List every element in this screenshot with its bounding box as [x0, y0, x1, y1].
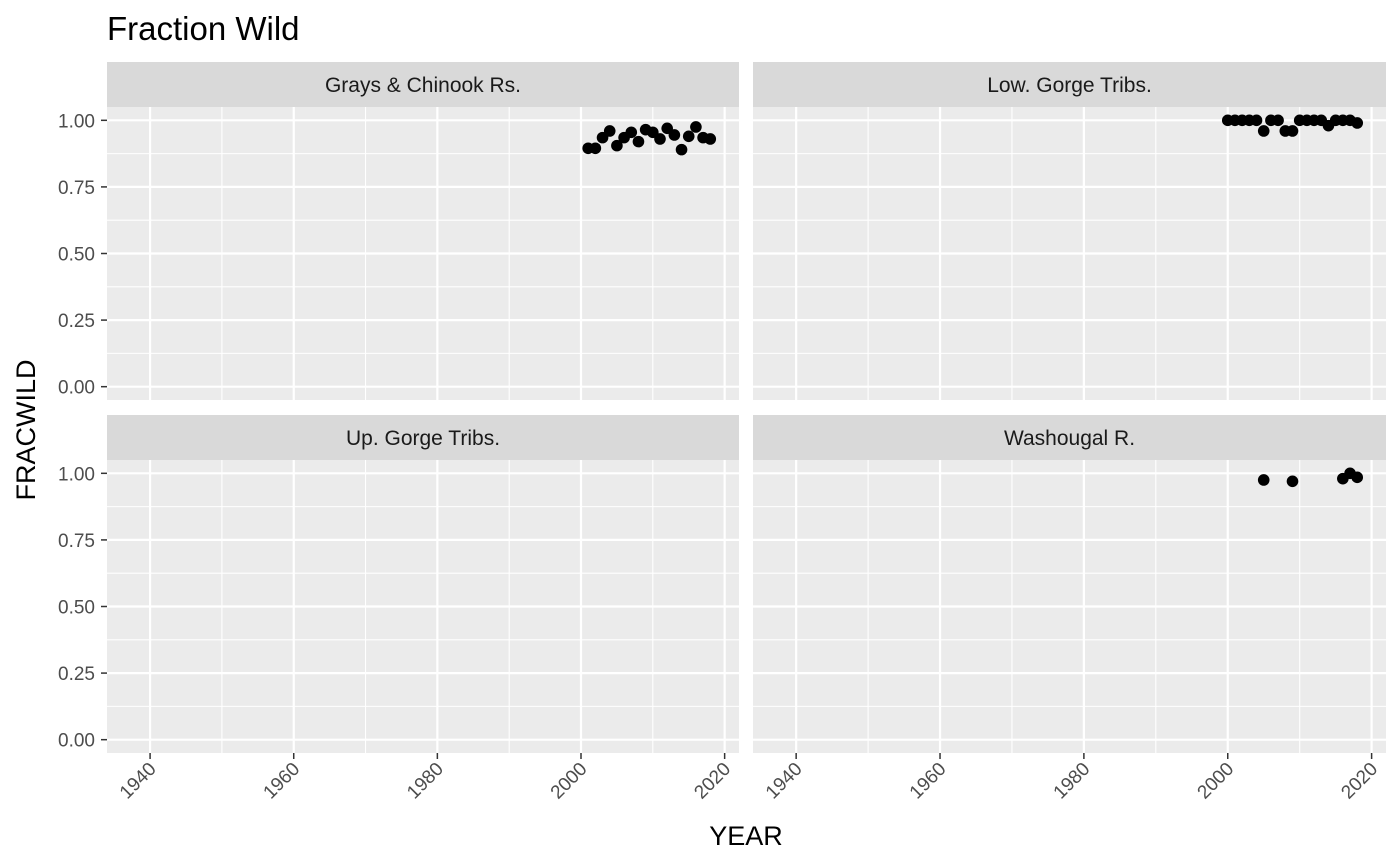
strip-label-washougal-r: Washougal R. — [1004, 427, 1135, 450]
data-point-grays-chinook-rs — [704, 133, 717, 145]
x-tick-label: 1940 — [762, 759, 807, 804]
x-tick-label: 2000 — [1194, 759, 1239, 804]
data-point-washougal-r — [1351, 471, 1364, 484]
data-point-grays-chinook-rs — [690, 121, 702, 133]
x-tick-label: 2000 — [547, 759, 592, 804]
data-point-washougal-r — [1286, 475, 1299, 488]
x-tick-label: 1980 — [403, 759, 448, 804]
chart-title: Fraction Wild — [107, 10, 300, 47]
panel-washougal-r: Washougal R. — [753, 415, 1386, 759]
strip-label-low-gorge-tribs: Low. Gorge Tribs. — [987, 74, 1152, 97]
x-tick-label: 2020 — [690, 759, 735, 804]
data-point-washougal-r — [1257, 474, 1270, 486]
x-tick-label: 1960 — [906, 759, 951, 804]
data-point-grays-chinook-rs — [668, 129, 681, 141]
data-point-low-gorge-tribs — [1286, 125, 1299, 137]
y-tick-label: 1.00 — [58, 464, 95, 485]
y-tick-label: 1.00 — [58, 111, 95, 132]
strip-label-up-gorge-tribs: Up. Gorge Tribs. — [346, 427, 500, 450]
x-axis-tick-labels: 1940 1960 1980 2000 2020 1940 1960 1980 2000 2020 — [116, 759, 1382, 804]
data-point-grays-chinook-rs — [611, 139, 623, 152]
strip-label-grays-chinook-rs: Grays & Chinook Rs. — [325, 74, 521, 97]
strip-washougal-r — [753, 415, 1386, 460]
y-tick-label: 0.25 — [58, 664, 95, 685]
y-tick-label: 0.50 — [58, 598, 95, 619]
data-point-low-gorge-tribs — [1257, 125, 1270, 137]
y-tick-label: 0.50 — [58, 245, 95, 266]
panel-low-gorge-tribs: Low. Gorge Tribs. — [753, 62, 1386, 400]
x-axis-title: YEAR — [709, 821, 783, 851]
data-point-grays-chinook-rs — [675, 143, 688, 156]
data-point-grays-chinook-rs — [625, 126, 638, 139]
data-point-grays-chinook-rs — [603, 125, 616, 137]
data-point-low-gorge-tribs — [1351, 117, 1364, 129]
y-tick-label: 0.00 — [58, 731, 95, 752]
panel-grays-chinook-rs: Grays & Chinook Rs. 0.00 0.25 0.50 0.75 1.00 — [58, 62, 739, 400]
panel-up-gorge-tribs: Up. Gorge Tribs. 0.00 0.25 0.50 0.75 1.00 — [58, 415, 739, 759]
data-point-grays-chinook-rs — [682, 130, 695, 143]
data-point-low-gorge-tribs — [1250, 114, 1263, 127]
x-tick-label: 1960 — [260, 759, 305, 804]
y-axis-title: FRACWILD — [11, 360, 41, 501]
y-tick-label: 0.00 — [58, 378, 95, 399]
data-point-grays-chinook-rs — [632, 135, 645, 148]
y-tick-label: 0.25 — [58, 311, 95, 332]
strip-up-gorge-tribs — [107, 415, 739, 460]
strip-low-gorge-tribs — [753, 62, 1386, 107]
panel-grid: Grays & Chinook Rs. 0.00 0.25 0.50 0.75 1.00 L… — [58, 62, 1386, 759]
x-tick-label: 2020 — [1337, 759, 1382, 804]
strip-grays-chinook-rs — [107, 62, 739, 107]
x-tick-label: 1940 — [116, 759, 161, 804]
data-point-grays-chinook-rs — [589, 142, 602, 155]
data-point-low-gorge-tribs — [1272, 114, 1284, 127]
x-tick-label: 1980 — [1050, 759, 1095, 804]
data-point-grays-chinook-rs — [654, 133, 666, 145]
y-tick-label: 0.75 — [58, 531, 95, 552]
y-tick-label: 0.75 — [58, 178, 95, 199]
